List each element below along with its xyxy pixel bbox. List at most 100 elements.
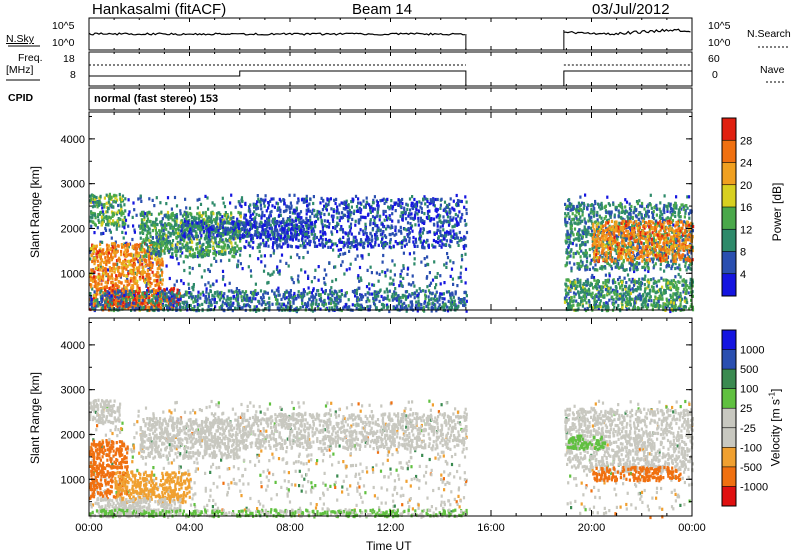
data-cell (306, 236, 309, 240)
data-cell (131, 264, 134, 268)
data-cell (196, 302, 199, 307)
data-cell (192, 288, 195, 292)
data-cell (294, 216, 297, 220)
data-cell (186, 235, 189, 239)
data-cell (217, 226, 220, 230)
data-cell (89, 278, 92, 282)
data-cell (164, 222, 167, 226)
data-cell (201, 227, 204, 231)
data-cell (95, 250, 98, 254)
data-cell (148, 239, 151, 243)
data-cell (305, 208, 308, 212)
data-cell (357, 274, 360, 278)
data-cell (443, 207, 446, 211)
data-cell (99, 201, 102, 205)
data-cell (157, 244, 160, 248)
data-cell (180, 219, 183, 223)
data-cell (465, 200, 468, 204)
data-cell (262, 269, 266, 273)
data-cell (189, 211, 192, 216)
data-cell (387, 205, 390, 209)
data-cell (391, 207, 394, 211)
data-cell (106, 301, 110, 305)
data-cell (176, 257, 179, 261)
data-cell (297, 280, 300, 284)
data-cell (439, 214, 442, 218)
data-cell (145, 284, 148, 288)
data-cell (456, 241, 459, 245)
data-cell (237, 200, 240, 204)
data-cell (199, 245, 202, 249)
data-cell (169, 232, 172, 236)
data-cell (450, 234, 453, 238)
data-cell (414, 202, 417, 206)
data-cell (253, 305, 256, 309)
data-cell (649, 193, 652, 197)
data-cell (183, 237, 186, 241)
data-cell (182, 260, 185, 264)
data-cell (349, 245, 352, 250)
data-cell (245, 218, 248, 222)
data-cell (158, 239, 161, 243)
data-cell (327, 293, 330, 297)
data-cell (162, 239, 165, 243)
data-cell (371, 201, 375, 205)
data-cell (207, 227, 210, 231)
data-cell (663, 194, 666, 198)
data-cell (252, 240, 255, 244)
data-cell (149, 234, 152, 238)
data-cell (188, 206, 192, 210)
data-cell (310, 295, 313, 299)
data-cell (167, 241, 170, 245)
data-cell (112, 250, 115, 254)
data-cell (260, 197, 263, 201)
data-cell (110, 305, 113, 309)
data-cell (227, 227, 230, 231)
data-cell (132, 269, 135, 273)
data-cell (327, 225, 331, 229)
data-cell (206, 196, 209, 200)
data-cell (272, 242, 275, 246)
data-cell (189, 247, 192, 251)
data-cell (313, 233, 317, 237)
data-cell (446, 309, 450, 313)
data-cell (345, 268, 348, 272)
data-cell (445, 230, 449, 234)
data-cell (196, 212, 199, 216)
data-cell (455, 236, 458, 240)
data-cell (316, 244, 319, 248)
data-cell (393, 273, 396, 277)
data-cell (254, 225, 257, 229)
data-cell (252, 223, 255, 228)
data-cell (290, 222, 293, 227)
data-cell (114, 246, 117, 250)
data-cell (338, 238, 341, 243)
data-cell (434, 245, 437, 249)
data-cell (272, 270, 275, 274)
data-cell (448, 221, 451, 225)
data-cell (277, 306, 280, 310)
data-cell (103, 285, 106, 289)
data-cell (424, 197, 427, 201)
data-cell (102, 272, 105, 276)
data-cell (349, 226, 352, 230)
data-cell (182, 234, 185, 238)
data-cell (426, 275, 429, 279)
data-cell (107, 200, 110, 204)
data-cell (351, 240, 354, 245)
data-cell (210, 211, 213, 215)
data-cell (213, 249, 216, 253)
data-cell (169, 292, 172, 296)
data-cell (221, 215, 224, 219)
data-cell (449, 232, 452, 236)
data-cell (222, 218, 225, 222)
data-cell (347, 240, 350, 244)
data-cell (89, 215, 92, 219)
data-cell (98, 196, 101, 200)
data-cell (121, 297, 124, 301)
data-cell (414, 211, 417, 215)
data-cell (203, 300, 206, 304)
data-cell (679, 275, 682, 279)
data-cell (274, 225, 277, 229)
data-cell (223, 292, 226, 296)
